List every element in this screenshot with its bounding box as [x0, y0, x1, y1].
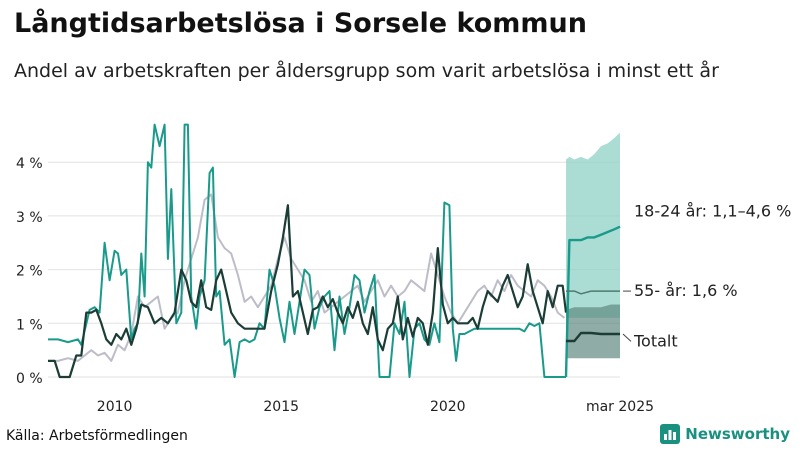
series-end-label: Totalt	[633, 331, 678, 350]
series-end-label: 18-24 år: 1,1–4,6 %	[634, 202, 791, 221]
y-tick-label: 0 %	[16, 371, 43, 387]
forecast-line-1	[566, 290, 620, 295]
series-end-label: 55- år: 1,6 %	[634, 281, 738, 300]
chart-title: Långtidsarbetslösa i Sorsele kommun	[14, 8, 587, 39]
y-tick-label: 2 %	[16, 264, 43, 280]
series-line-1	[48, 193, 566, 362]
source-note: Källa: Arbetsförmedlingen	[6, 428, 188, 444]
series-line-0	[48, 123, 566, 378]
x-tick-label: 2010	[97, 399, 133, 415]
series-line-2	[48, 204, 568, 379]
forecast-line-0	[564, 225, 621, 378]
brand-name: Newsworthy	[685, 425, 790, 443]
bar-chart-logo-icon	[660, 424, 681, 444]
chart-subtitle: Andel av arbetskraften per åldersgrupp s…	[14, 60, 719, 82]
x-tick-label: mar 2025	[586, 399, 654, 415]
forecast-line-2	[566, 331, 620, 343]
brand-logo: Newsworthy	[660, 424, 790, 444]
y-tick-label: 3 %	[16, 210, 43, 226]
forecast-band-0	[566, 132, 620, 318]
forecast-band-1	[566, 304, 620, 359]
y-tick-label: 1 %	[16, 317, 43, 333]
y-tick-label: 4 %	[16, 156, 43, 172]
x-tick-label: 2015	[263, 399, 299, 415]
label-leader-2	[622, 333, 632, 342]
x-tick-label: 2020	[430, 399, 466, 415]
